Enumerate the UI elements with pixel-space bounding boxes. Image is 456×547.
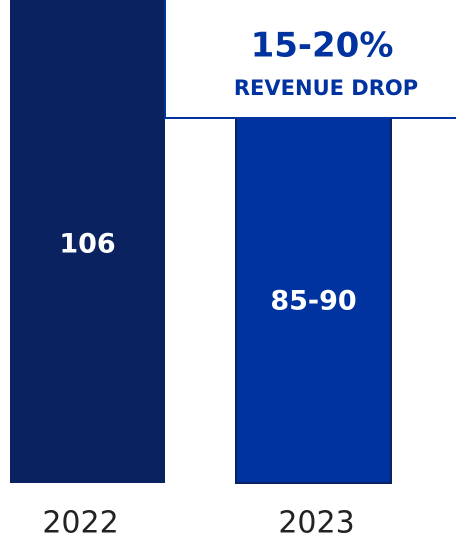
bar (10, 0, 165, 483)
bar (235, 71, 392, 484)
bars (10, 0, 392, 484)
annotation-headline: 15-20% (251, 26, 394, 66)
bar-value-label: 106 (59, 229, 115, 260)
x-tick-label: 2023 (278, 506, 354, 541)
annotation-text: REVENUE DROP (234, 76, 418, 100)
annotation-box (164, 0, 456, 119)
x-tick-label: 2022 (42, 506, 118, 541)
bar-value-label: 85-90 (270, 286, 356, 317)
